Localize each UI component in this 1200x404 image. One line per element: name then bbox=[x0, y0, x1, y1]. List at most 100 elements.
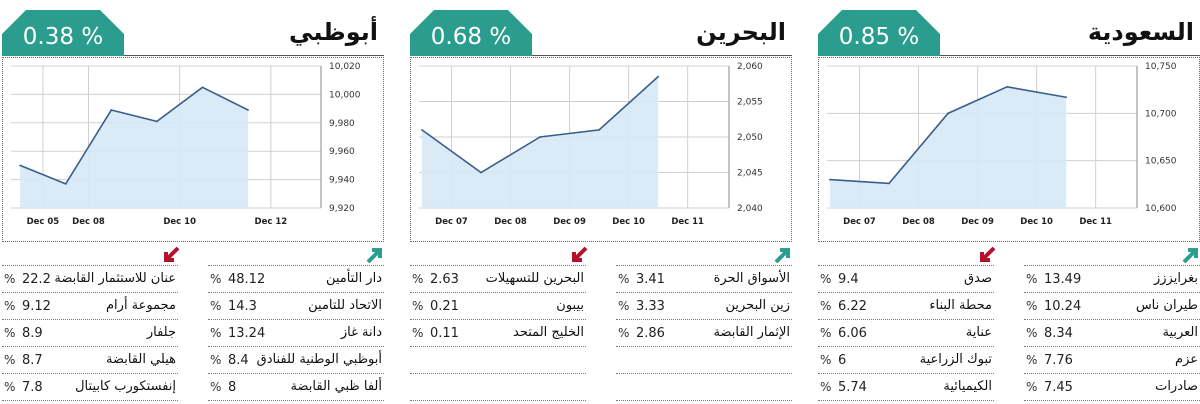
panel-abudhabi: 0.38 % أبوظبي 9,920 9,940 9,960 9,980 10,000… bbox=[2, 0, 384, 404]
panel-bahrain: 0.68 % البحرين 2,040 2,045 2,050 2,055 2,060… bbox=[410, 0, 792, 404]
y-tick-label: 2,050 bbox=[737, 133, 763, 143]
arrows-row bbox=[410, 244, 792, 264]
market-title: أبوظبي bbox=[289, 18, 378, 46]
badge-shape bbox=[818, 10, 940, 56]
data-point bbox=[829, 178, 831, 181]
index-chart: 2,040 2,045 2,050 2,055 2,060 Dec 07 Dec 08 Dec… bbox=[419, 62, 763, 227]
data-point bbox=[1006, 85, 1008, 88]
x-tick-label: Dec 10 bbox=[1020, 217, 1053, 227]
list-item: % 0.11 الخليج المتحد bbox=[410, 319, 586, 346]
x-tick-label: Dec 10 bbox=[163, 217, 196, 227]
up-arrow-icon bbox=[1182, 246, 1200, 264]
y-tick-label: 9,980 bbox=[329, 119, 355, 129]
list-item: % 7.8 إنفستكورب كابيتال bbox=[2, 373, 178, 401]
losers-list: % 9.4 صدق % 6.22 محطة البناء % 6.06 عناية % 6 تب… bbox=[818, 265, 994, 401]
chart-box: 10,600 10,650 10,700 10,750 Dec 07 Dec 08 Dec … bbox=[818, 57, 1200, 242]
list-item: % 10.24 طيران ناس bbox=[1024, 292, 1200, 319]
x-tick-label: Dec 12 bbox=[255, 217, 288, 227]
list-item: % 13.49 بغرايززز bbox=[1024, 265, 1200, 292]
title-underline bbox=[124, 55, 384, 56]
index-chart: 10,600 10,650 10,700 10,750 Dec 07 Dec 08 Dec … bbox=[827, 62, 1177, 227]
x-tick-label: Dec 08 bbox=[902, 217, 935, 227]
y-tick-label: 2,055 bbox=[737, 98, 763, 108]
list-item: % 8.7 هيلي القابضة bbox=[2, 346, 178, 373]
list-item: % 6.22 محطة البناء bbox=[818, 292, 994, 319]
x-tick-label: Dec 09 bbox=[553, 217, 586, 227]
list-item bbox=[410, 346, 586, 373]
title-underline bbox=[940, 55, 1200, 56]
x-tick-label: Dec 09 bbox=[961, 217, 994, 227]
list-item bbox=[616, 373, 792, 401]
index-chart: 9,920 9,940 9,960 9,980 10,000 10,020 Dec 05 De… bbox=[11, 62, 361, 227]
y-tick-label: 10,020 bbox=[329, 62, 361, 72]
data-point bbox=[657, 75, 660, 78]
arrows-row bbox=[2, 244, 384, 264]
market-title: السعودية bbox=[1087, 18, 1194, 46]
list-item: % 2.63 البحرين للتسهيلات bbox=[410, 265, 586, 292]
chart-box: 9,920 9,940 9,960 9,980 10,000 10,020 Dec 05 De… bbox=[2, 57, 384, 242]
list-item: % 3.33 زين البحرين bbox=[616, 292, 792, 319]
list-item bbox=[616, 346, 792, 373]
data-point bbox=[947, 112, 949, 115]
y-tick-label: 2,040 bbox=[737, 204, 763, 214]
data-point bbox=[64, 182, 67, 185]
data-point bbox=[155, 120, 158, 123]
y-tick-label: 10,000 bbox=[329, 90, 361, 100]
change-badge: 0.68 % bbox=[410, 10, 532, 56]
title-underline bbox=[532, 55, 792, 56]
change-value: 0.38 % bbox=[22, 24, 104, 50]
change-badge: 0.85 % bbox=[818, 10, 940, 56]
y-tick-label: 10,600 bbox=[1145, 204, 1177, 214]
list-item: % 8.9 جلفار bbox=[2, 319, 178, 346]
x-tick-label: Dec 10 bbox=[612, 217, 645, 227]
gainers-list: % 3.41 الأسواق الحرة % 3.33 زين البحرين % 2.8… bbox=[616, 265, 792, 401]
list-item: % 8.34 العربية bbox=[1024, 319, 1200, 346]
up-arrow-icon bbox=[774, 246, 792, 264]
list-item: % 9.12 مجموعة أرام bbox=[2, 292, 178, 319]
list-item: % 3.41 الأسواق الحرة bbox=[616, 265, 792, 292]
series-line bbox=[19, 86, 249, 185]
data-point bbox=[110, 109, 113, 111]
y-tick-label: 10,650 bbox=[1145, 157, 1177, 167]
down-arrow-icon bbox=[162, 246, 180, 264]
list-item: % 48.12 دار التأمين bbox=[208, 265, 384, 292]
list-item: % 0.21 بيبون bbox=[410, 292, 586, 319]
list-item: % 5.74 الكيميائية bbox=[818, 373, 994, 401]
y-tick-label: 10,700 bbox=[1145, 109, 1177, 119]
list-item: % 8 ألفا ظبي القابضة bbox=[208, 373, 384, 401]
data-point bbox=[888, 182, 890, 185]
series-area bbox=[20, 87, 249, 208]
list-item: % 6 تبوك الزراعية bbox=[818, 346, 994, 373]
x-tick-label: Dec 11 bbox=[1079, 217, 1112, 227]
y-tick-label: 2,060 bbox=[737, 62, 763, 72]
list-item: % 2.86 الإثمار القابضة bbox=[616, 319, 792, 346]
panel-header: 0.38 % أبوظبي bbox=[2, 10, 384, 56]
gainers-list: % 48.12 دار التأمين % 14.3 الاتحاد للتامين %… bbox=[208, 265, 384, 401]
data-point bbox=[247, 109, 249, 111]
list-item: % 9.4 صدق bbox=[818, 265, 994, 292]
list-item: % 7.76 عزم bbox=[1024, 346, 1200, 373]
badge-shape bbox=[2, 10, 124, 56]
y-tick-label: 9,940 bbox=[329, 176, 355, 186]
up-arrow-icon bbox=[366, 246, 384, 264]
y-tick-label: 9,960 bbox=[329, 147, 355, 157]
data-point bbox=[19, 164, 22, 167]
x-tick-label: Dec 05 bbox=[27, 217, 60, 227]
list-item: % 7.45 صادرات bbox=[1024, 373, 1200, 401]
panel-header: 0.68 % البحرين bbox=[410, 10, 792, 56]
data-point bbox=[539, 136, 541, 138]
x-tick-label: Dec 07 bbox=[843, 217, 876, 227]
y-tick-label: 9,920 bbox=[329, 204, 355, 214]
list-item: % 13.24 دانة غاز bbox=[208, 319, 384, 346]
data-point bbox=[480, 171, 482, 174]
x-tick-label: Dec 08 bbox=[494, 217, 527, 227]
market-title: البحرين bbox=[696, 18, 786, 46]
badge-shape bbox=[410, 10, 532, 56]
data-point bbox=[201, 86, 204, 89]
change-value: 0.68 % bbox=[430, 24, 512, 50]
data-point bbox=[598, 129, 600, 131]
list-item: % 22.2 عنان للاستثمار القابضة bbox=[2, 265, 178, 292]
x-tick-label: Dec 07 bbox=[435, 217, 468, 227]
change-value: 0.85 % bbox=[838, 24, 920, 50]
chart-box: 2,040 2,045 2,050 2,055 2,060 Dec 07 Dec 08 Dec… bbox=[410, 57, 792, 242]
